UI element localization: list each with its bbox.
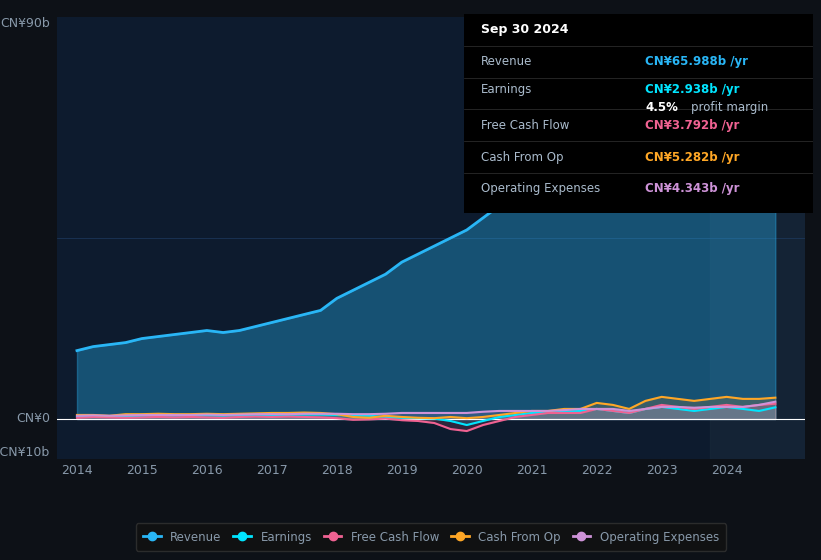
Text: 4.5%: 4.5% — [645, 101, 678, 114]
Text: CN¥90b: CN¥90b — [0, 17, 50, 30]
Text: CN¥2.938b /yr: CN¥2.938b /yr — [645, 83, 740, 96]
Text: Free Cash Flow: Free Cash Flow — [481, 119, 570, 132]
Text: Sep 30 2024: Sep 30 2024 — [481, 24, 569, 36]
Text: CN¥5.282b /yr: CN¥5.282b /yr — [645, 151, 740, 164]
Text: Cash From Op: Cash From Op — [481, 151, 564, 164]
Text: -CN¥10b: -CN¥10b — [0, 446, 50, 459]
Text: CN¥65.988b /yr: CN¥65.988b /yr — [645, 55, 748, 68]
Legend: Revenue, Earnings, Free Cash Flow, Cash From Op, Operating Expenses: Revenue, Earnings, Free Cash Flow, Cash … — [136, 524, 726, 550]
Text: CN¥4.343b /yr: CN¥4.343b /yr — [645, 183, 740, 195]
Text: Earnings: Earnings — [481, 83, 533, 96]
Bar — [710, 17, 805, 459]
Text: Operating Expenses: Operating Expenses — [481, 183, 600, 195]
Text: Revenue: Revenue — [481, 55, 533, 68]
Text: CN¥0: CN¥0 — [16, 413, 50, 426]
Text: CN¥3.792b /yr: CN¥3.792b /yr — [645, 119, 740, 132]
Text: profit margin: profit margin — [690, 101, 768, 114]
